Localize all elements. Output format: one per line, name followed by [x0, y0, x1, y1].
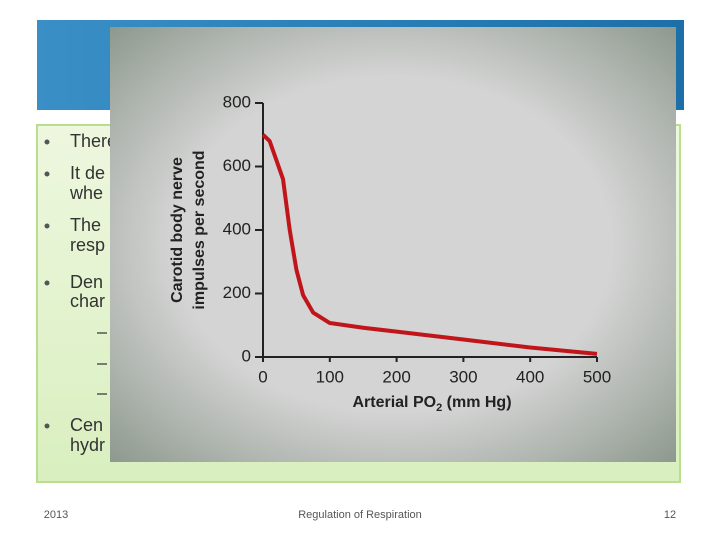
bullet-dot [44, 139, 50, 145]
bullet-dot [44, 280, 50, 286]
bullet-text: It de [70, 163, 105, 183]
bullet-text: resp [70, 235, 105, 255]
x-tick-label: 400 [516, 367, 544, 386]
x-axis-label: Arterial PO2 (mm Hg) [352, 394, 511, 414]
y-tick-label: 400 [223, 219, 251, 238]
x-axis-label-part: Arterial PO [352, 394, 436, 411]
bullet-text: Cen [70, 415, 103, 435]
x-tick-label: 200 [382, 367, 410, 386]
x-axis-label-part: 2 [436, 402, 442, 414]
bullet-text: There [70, 131, 117, 151]
chart-image [110, 27, 676, 462]
bullet-dot [44, 171, 50, 177]
x-tick-label: 0 [258, 367, 267, 386]
bullet-text: hydr [70, 435, 105, 455]
y-tick-label: 800 [223, 92, 251, 111]
x-tick-label: 500 [583, 367, 611, 386]
chart: 0 200 400 600 800 0 100 200 300 400 500 Carotid bod… [169, 92, 611, 413]
x-axis-label-part: (mm Hg) [442, 394, 511, 411]
footer-date: 2013 [44, 509, 68, 521]
bullet-text: Den [70, 272, 103, 292]
y-axis-label: impulses per second [191, 150, 208, 309]
y-tick-label: 0 [242, 346, 251, 365]
bullet-text: whe [69, 183, 103, 203]
x-tick-label: 300 [449, 367, 477, 386]
y-tick-label: 200 [223, 283, 251, 302]
bullet-dot [44, 223, 50, 229]
slide-number: 12 [664, 509, 676, 521]
footer-title: Regulation of Respiration [298, 509, 422, 521]
y-tick-label: 600 [223, 156, 251, 175]
bullet-text: char [70, 291, 105, 311]
x-tick-label: 100 [316, 367, 344, 386]
curve [261, 133, 598, 356]
y-axis-label: Carotid body nerve [169, 157, 186, 303]
bullet-text: The [70, 215, 101, 235]
bullet-dot [44, 423, 50, 429]
